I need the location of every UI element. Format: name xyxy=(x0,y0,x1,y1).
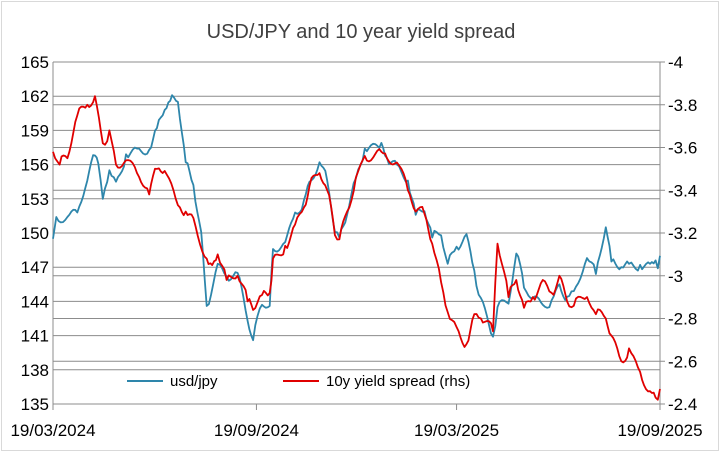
right-y-tick-label: -3.8 xyxy=(668,96,697,115)
left-y-tick-labels: 135 138 141 144 147 150 153 156 159 162 165 xyxy=(21,53,49,414)
series-line-yield-spread xyxy=(52,95,661,401)
left-y-tick-label: 135 xyxy=(21,395,49,414)
left-y-tick-label: 147 xyxy=(21,258,49,277)
left-y-tick-label: 144 xyxy=(21,292,49,311)
left-y-tick-label: 150 xyxy=(21,224,49,243)
x-tick-label: 19/09/2024 xyxy=(214,421,299,440)
left-y-tick-label: 162 xyxy=(21,87,49,106)
right-y-tick-labels: -2.4 -2.6 -2.8 -3 -3.2 -3.4 -3.6 -3.8 -4 xyxy=(668,53,697,414)
legend-label-usdjpy: usd/jpy xyxy=(170,373,218,390)
chart-title: USD/JPY and 10 year yield spread xyxy=(207,21,516,43)
left-y-tick-label: 165 xyxy=(21,53,49,72)
left-y-tick-label: 141 xyxy=(21,327,49,346)
legend-label-spread: 10y yield spread (rhs) xyxy=(326,373,470,390)
left-y-tick-label: 159 xyxy=(21,121,49,140)
right-y-tick-label: -2.6 xyxy=(668,352,697,371)
x-tick-label: 19/03/2024 xyxy=(10,421,95,440)
left-y-tick-label: 153 xyxy=(21,190,49,209)
left-y-tick-label: 156 xyxy=(21,156,49,175)
x-tick-labels: 19/03/2024 19/09/2024 19/03/2025 19/09/2025 xyxy=(10,404,703,440)
x-tick-label: 19/09/2025 xyxy=(617,421,702,440)
right-y-tick-label: -2.4 xyxy=(668,395,697,414)
right-y-tick-label: -3 xyxy=(668,267,683,286)
series-lines xyxy=(52,94,661,401)
right-y-tick-label: -3.6 xyxy=(668,139,697,158)
x-tick-label: 19/03/2025 xyxy=(414,421,499,440)
gridlines xyxy=(53,61,665,405)
right-y-tick-label: -3.4 xyxy=(668,181,697,200)
series-line-usdjpy xyxy=(52,94,661,342)
left-y-tick-label: 138 xyxy=(21,361,49,380)
right-y-tick-label: -2.8 xyxy=(668,310,697,329)
right-y-tick-label: -3.2 xyxy=(668,224,697,243)
legend: usd/jpy 10y yield spread (rhs) xyxy=(127,373,470,390)
right-y-tick-label: -4 xyxy=(668,53,683,72)
